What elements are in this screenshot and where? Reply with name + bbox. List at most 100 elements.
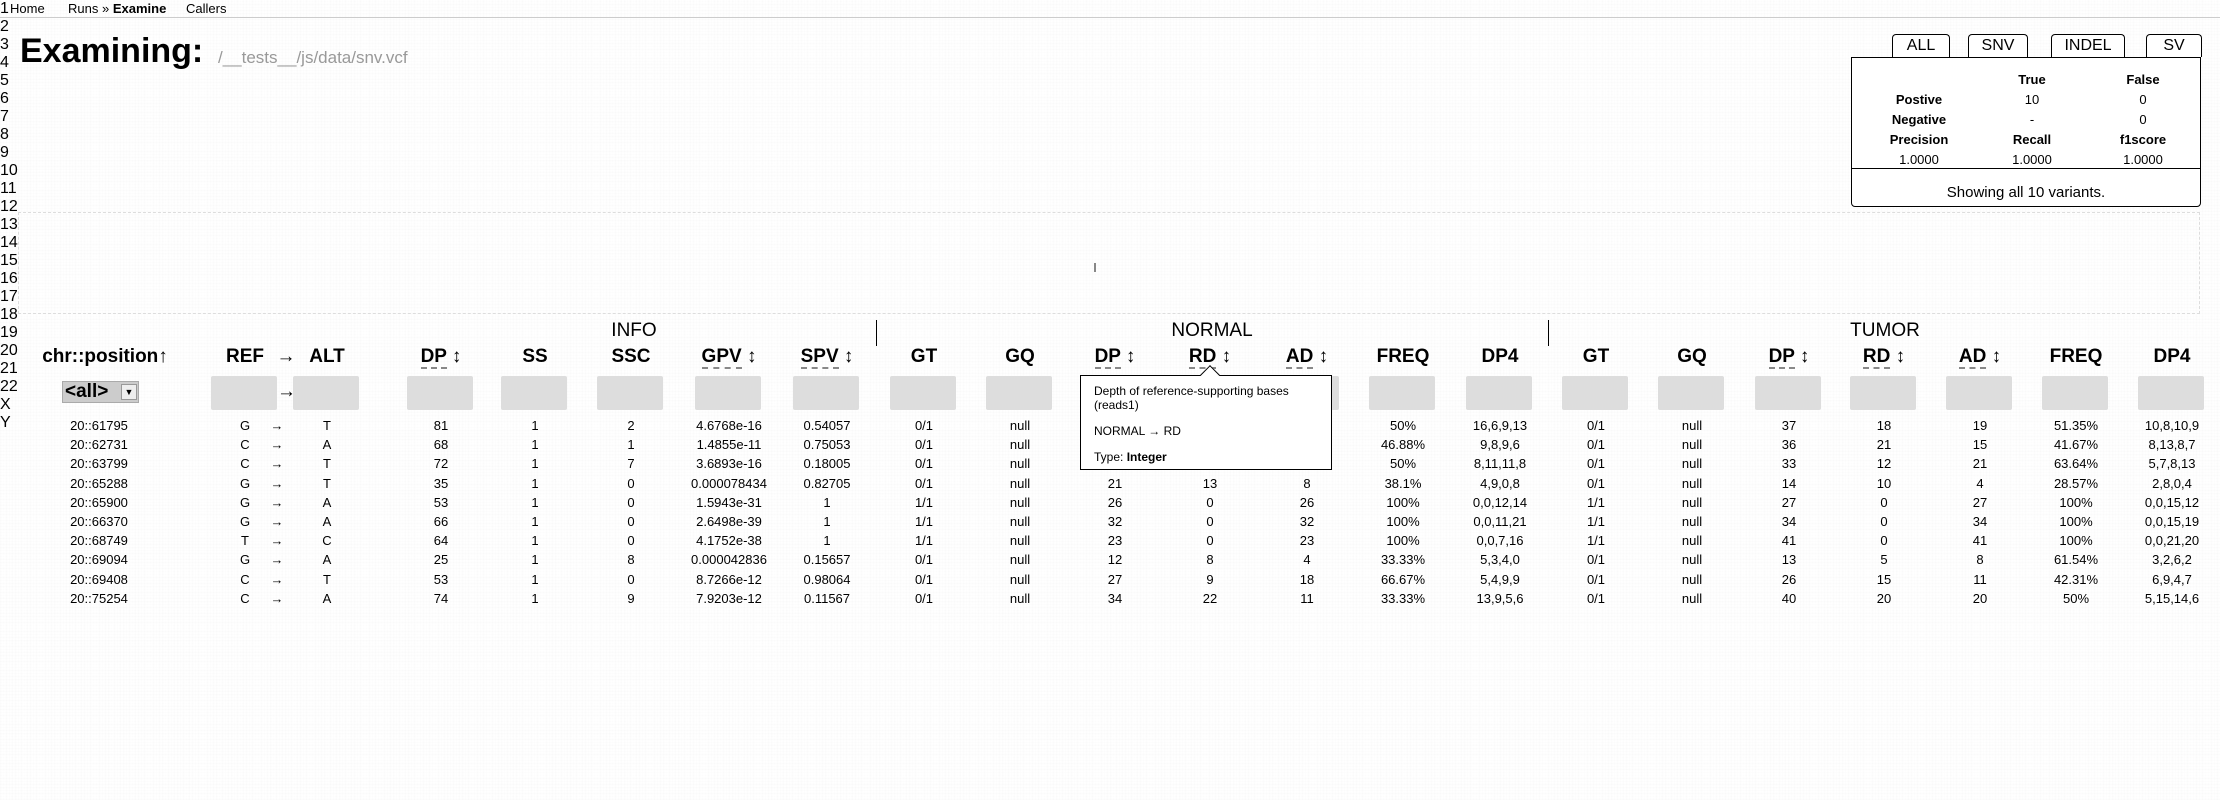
table-row[interactable]: 20::62731 C → A 68 1 1 1.4855e-11 0.75053 0/1 null… <box>0 437 2220 453</box>
column-header-tumor-dp[interactable]: DP ↕ <box>1729 345 1849 369</box>
cell-tumor-ad: 27 <box>1972 494 1988 510</box>
table-row[interactable]: 20::61795 G → T 81 1 2 4.6768e-16 0.54057 0/1 null… <box>0 418 2220 434</box>
sort-icon[interactable]: ↕ <box>1799 346 1810 367</box>
table-row[interactable]: 20::65900 G → A 53 1 0 1.5943e-31 1 1/1 null 26 0 26 1… <box>0 495 2220 511</box>
filter-input-normal-freq[interactable] <box>1369 376 1435 410</box>
filter-input-info-ss[interactable] <box>501 376 567 410</box>
filter-input-tumor-dp[interactable] <box>1755 376 1821 410</box>
column-header-info-dp[interactable]: DP ↕ <box>381 345 501 369</box>
sort-icon[interactable]: ↕ <box>1895 346 1906 367</box>
cell-alt: T <box>323 418 331 433</box>
sort-icon[interactable]: ↕ <box>843 346 854 367</box>
chromosome-label: 6 <box>0 90 9 107</box>
position-filter-select[interactable]: <all> ▼ <box>62 381 139 403</box>
table-row[interactable]: 20::65288 G → T 35 1 0 0.000078434 0.82705 0/1 nul… <box>0 476 2220 492</box>
cell-tumor-dp4: 3,2,6,2 <box>2152 552 2192 568</box>
sort-icon[interactable]: ↕ <box>1318 346 1329 367</box>
column-header-label: FREQ <box>1376 346 1430 367</box>
sort-icon[interactable]: ↕ <box>746 346 757 367</box>
cell-alt: A <box>322 437 332 453</box>
column-header-label: SS <box>522 346 548 367</box>
tooltip-type-value: Integer <box>1126 450 1167 464</box>
cell-tumor-gt: 1/1 <box>1586 494 1606 510</box>
stats-panel: True False Postive 10 0 Negative - 0 Pre… <box>1851 57 2201 207</box>
column-header-tumor-rd[interactable]: RD ↕ <box>1824 345 1944 369</box>
table-row[interactable]: 20::63799 C → T 72 1 7 3.6893e-16 0.18005 0/1 null… <box>0 456 2220 472</box>
cell-info-dp: 64 <box>433 533 449 549</box>
filter-input-info-dp[interactable] <box>407 376 473 410</box>
nav-runs-examine-link[interactable]: Runs » Examine <box>68 1 166 16</box>
filter-input-normal-gt[interactable] <box>890 376 956 410</box>
cell-info-dp: 35 <box>433 475 449 491</box>
dropdown-arrow-icon[interactable]: ▼ <box>121 384 137 400</box>
cell-tumor-gq: null <box>1681 456 1703 472</box>
column-header-normal-rd[interactable]: RD ↕ <box>1150 345 1270 369</box>
column-header-position[interactable]: chr::position↑ <box>30 345 180 369</box>
table-row[interactable]: 20::68749 T → C 64 1 0 4.1752e-38 1 1/1 null 23 0 23 1… <box>0 533 2220 549</box>
nav-home-link[interactable]: Home <box>10 1 45 16</box>
tab-sv[interactable]: SV <box>2146 34 2202 57</box>
sort-icon[interactable]: ↕ <box>1221 346 1232 367</box>
nav-runs-label[interactable]: Runs <box>68 1 99 16</box>
filter-input-info-ssc[interactable] <box>597 376 663 410</box>
filter-input-info-gpv[interactable] <box>695 376 761 410</box>
filter-input-ref[interactable] <box>211 376 277 410</box>
filter-input-tumor-dp4[interactable] <box>2138 376 2204 410</box>
table-row[interactable]: 20::69094 G → A 25 1 8 0.000042836 0.15657 0/1 nul… <box>0 552 2220 568</box>
tab-snv[interactable]: SNV <box>1968 34 2028 57</box>
cell-tumor-dp4: 2,8,0,4 <box>2152 475 2192 491</box>
cell-info-ssc: 1 <box>627 437 635 453</box>
column-header-normal-ad[interactable]: AD ↕ <box>1247 345 1367 369</box>
cell-normal-gq: null <box>1009 590 1031 606</box>
stats-col-false: False <box>2126 72 2160 87</box>
cell-info-gpv: 8.7266e-12 <box>696 571 762 587</box>
chromosome-label: 13 <box>0 216 18 233</box>
table-row[interactable]: 20::69408 C → T 53 1 0 8.7266e-12 0.98064 0/1 null… <box>0 572 2220 588</box>
column-header-tumor-ad[interactable]: AD ↕ <box>1920 345 2040 369</box>
filter-input-alt[interactable] <box>293 376 359 410</box>
filter-input-normal-dp4[interactable] <box>1466 376 1532 410</box>
cell-tumor-freq: 51.35% <box>2053 418 2099 433</box>
cell-info-ssc: 2 <box>627 418 635 433</box>
chromosome-label: 20 <box>0 342 18 359</box>
filter-input-tumor-freq[interactable] <box>2042 376 2108 410</box>
column-header-info-gpv[interactable]: GPV ↕ <box>669 345 789 369</box>
filter-input-tumor-rd[interactable] <box>1850 376 1916 410</box>
stats-negative-label: Negative <box>1891 112 1947 127</box>
sort-ascending-icon[interactable]: ↑ <box>158 346 168 367</box>
cell-tumor-dp: 26 <box>1781 571 1797 587</box>
table-row[interactable]: 20::66370 G → A 66 1 0 2.6498e-39 1 1/1 null 32 0 32 1… <box>0 514 2220 530</box>
nav-callers-link[interactable]: Callers <box>186 1 227 16</box>
cell-tumor-gt: 0/1 <box>1586 475 1606 491</box>
column-header-normal-dp[interactable]: DP ↕ <box>1055 345 1175 369</box>
tab-all[interactable]: ALL <box>1892 34 1950 57</box>
cell-normal-gq: null <box>1009 514 1031 529</box>
filter-input-info-spv[interactable] <box>793 376 859 410</box>
stats-f1-value: 1.0000 <box>2123 152 2163 167</box>
sort-icon[interactable]: ↕ <box>451 346 462 367</box>
cell-tumor-gq: null <box>1681 514 1703 529</box>
column-header-normal-gq: GQ <box>960 345 1080 369</box>
position-filter-value: <all> <box>65 381 109 402</box>
cell-tumor-freq: 42.31% <box>2053 571 2099 587</box>
cell-normal-rd: 9 <box>1206 571 1214 587</box>
filter-input-tumor-gt[interactable] <box>1562 376 1628 410</box>
filter-input-normal-gq[interactable] <box>986 376 1052 410</box>
cell-normal-gt: 0/1 <box>914 552 934 568</box>
cell-normal-gq: null <box>1009 456 1031 472</box>
cell-alt: A <box>322 494 332 510</box>
sort-icon[interactable]: ↕ <box>1125 346 1136 367</box>
tab-indel[interactable]: INDEL <box>2051 34 2125 57</box>
table-row[interactable]: 20::75254 C → A 74 1 9 7.9203e-12 0.11567 0/1 null… <box>0 591 2220 607</box>
filter-input-tumor-gq[interactable] <box>1658 376 1724 410</box>
chromosome-label: 1 <box>0 0 9 17</box>
column-header-info-spv[interactable]: SPV ↕ <box>767 345 887 369</box>
cell-position: 20::65900 <box>70 494 128 510</box>
column-header-tumor-dp4: DP4 <box>2112 345 2220 369</box>
chromosome-ideogram[interactable] <box>18 212 2200 314</box>
filter-input-tumor-ad[interactable] <box>1946 376 2012 410</box>
cell-normal-dp4: 0,0,7,16 <box>1476 533 1524 549</box>
sort-icon[interactable]: ↕ <box>1991 346 2002 367</box>
cell-tumor-rd: 18 <box>1876 418 1892 433</box>
cell-normal-rd: 13 <box>1202 475 1218 491</box>
